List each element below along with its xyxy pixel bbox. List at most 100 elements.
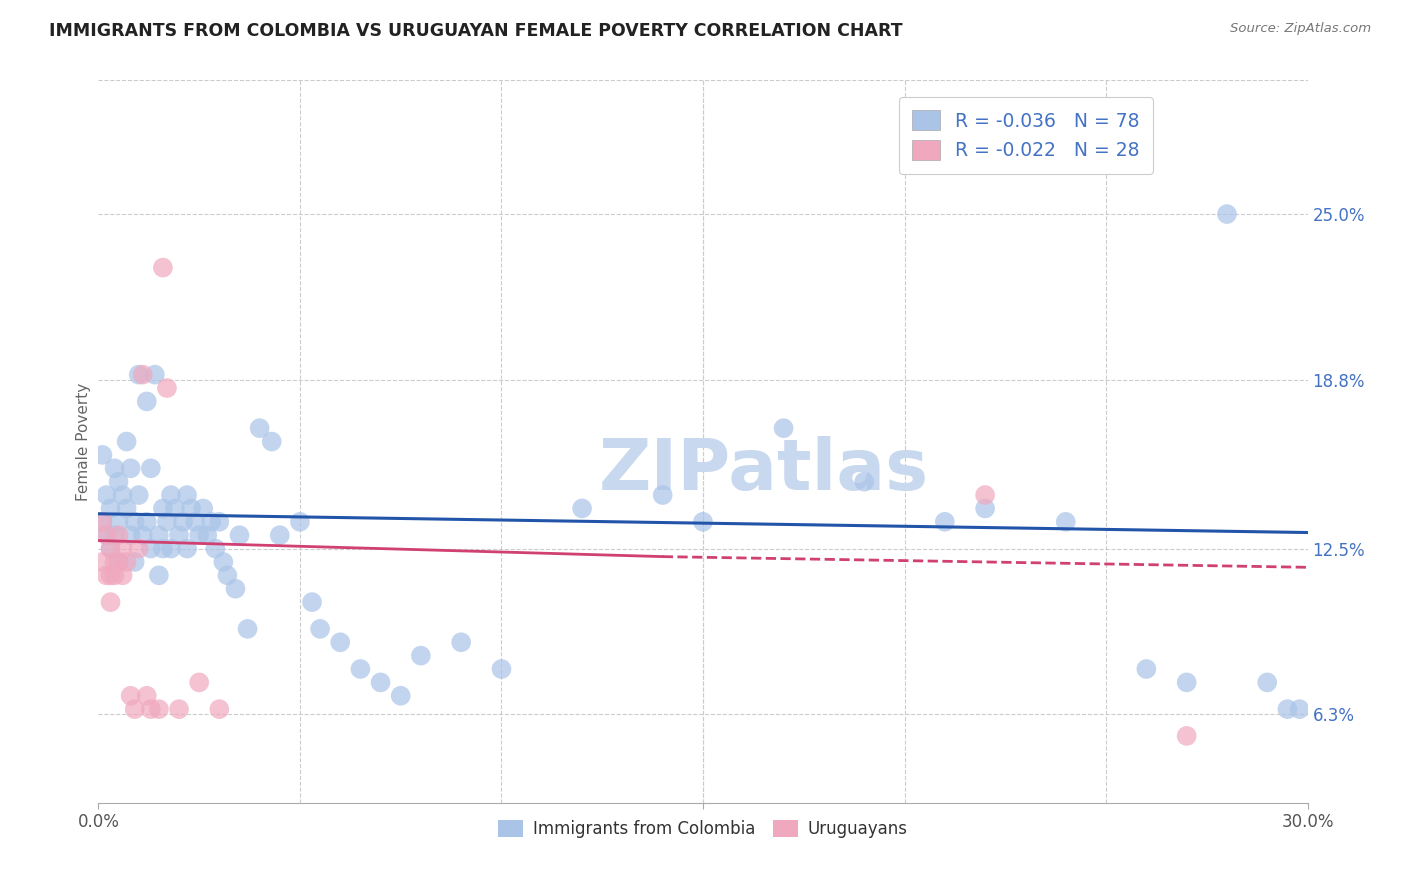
Point [139,702,162,716]
Point [128,368,150,382]
Point [212,555,235,569]
Point [152,501,174,516]
Point [188,675,211,690]
Point [1256,675,1278,690]
Point [974,501,997,516]
Point [1054,515,1077,529]
Point [91,515,114,529]
Point [450,635,472,649]
Point [1216,207,1239,221]
Point [91,448,114,462]
Text: Source: ZipAtlas.com: Source: ZipAtlas.com [1230,22,1371,36]
Point [288,515,311,529]
Point [301,595,323,609]
Point [100,568,122,582]
Text: IMMIGRANTS FROM COLOMBIA VS URUGUAYAN FEMALE POVERTY CORRELATION CHART: IMMIGRANTS FROM COLOMBIA VS URUGUAYAN FE… [49,22,903,40]
Point [249,421,271,435]
Point [96,568,118,582]
Point [135,394,157,409]
Point [236,622,259,636]
Point [120,528,142,542]
Point [107,515,129,529]
Point [107,528,129,542]
Point [692,515,714,529]
Point [1135,662,1157,676]
Point [349,662,371,676]
Point [100,541,122,556]
Point [1288,702,1310,716]
Point [111,488,134,502]
Point [124,515,146,529]
Point [389,689,412,703]
Point [224,582,246,596]
Point [107,555,129,569]
Y-axis label: Female Poverty: Female Poverty [76,383,91,500]
Point [167,702,190,716]
Point [111,568,134,582]
Point [148,702,170,716]
Point [491,662,513,676]
Point [100,501,122,516]
Point [180,501,202,516]
Point [269,528,291,542]
Point [172,515,194,529]
Point [124,702,146,716]
Point [176,541,198,556]
Point [184,515,207,529]
Point [974,488,997,502]
Point [139,541,162,556]
Point [934,515,956,529]
Point [193,501,215,516]
Point [107,475,129,489]
Point [148,568,170,582]
Point [103,568,125,582]
Point [195,528,218,542]
Point [103,461,125,475]
Point [120,461,142,475]
Point [651,488,673,502]
Point [128,488,150,502]
Point [100,595,122,609]
Point [176,488,198,502]
Point [217,568,239,582]
Point [139,461,162,475]
Point [124,555,146,569]
Point [96,528,118,542]
Point [152,541,174,556]
Point [260,434,283,449]
Point [160,488,183,502]
Point [208,702,231,716]
Point [156,381,179,395]
Point [329,635,352,649]
Point [156,515,179,529]
Point [143,368,166,382]
Point [135,515,157,529]
Point [204,541,226,556]
Point [100,541,122,556]
Point [409,648,432,663]
Point [1277,702,1299,716]
Point [152,260,174,275]
Point [115,555,138,569]
Point [107,555,129,569]
Point [1175,729,1198,743]
Point [91,515,114,529]
Point [115,434,138,449]
Point [1175,675,1198,690]
Point [188,528,211,542]
Point [115,501,138,516]
Point [163,501,186,516]
Point [228,528,250,542]
Point [120,689,142,703]
Point [91,555,114,569]
Point [128,541,150,556]
Point [200,515,222,529]
Point [772,421,794,435]
Point [160,541,183,556]
Point [208,515,231,529]
Point [132,368,155,382]
Legend: Immigrants from Colombia, Uruguayans: Immigrants from Colombia, Uruguayans [492,814,914,845]
Text: ZIPatlas: ZIPatlas [599,436,928,505]
Point [111,541,134,556]
Point [135,689,157,703]
